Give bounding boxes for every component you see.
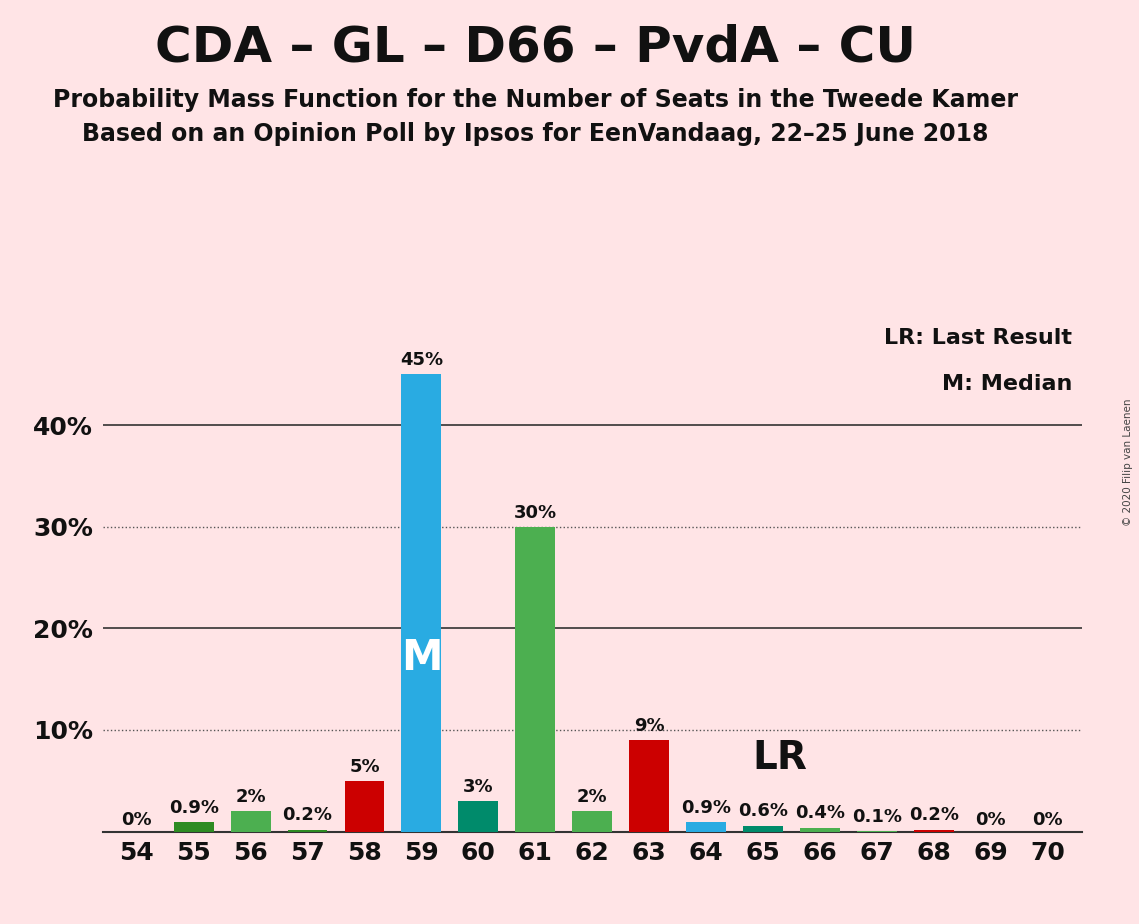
Text: Based on an Opinion Poll by Ipsos for EenVandaag, 22–25 June 2018: Based on an Opinion Poll by Ipsos for Ee… <box>82 122 989 146</box>
Bar <box>287 830 327 832</box>
Bar <box>857 831 896 832</box>
Bar <box>913 830 953 832</box>
Text: 0%: 0% <box>1033 810 1063 829</box>
Text: 0.2%: 0.2% <box>909 807 959 824</box>
Bar <box>800 828 839 832</box>
Text: 0%: 0% <box>976 810 1006 829</box>
Text: 3%: 3% <box>464 778 493 796</box>
Text: 45%: 45% <box>400 351 443 369</box>
Bar <box>572 811 612 832</box>
Text: © 2020 Filip van Laenen: © 2020 Filip van Laenen <box>1123 398 1133 526</box>
Text: 0.6%: 0.6% <box>738 802 788 821</box>
Text: 5%: 5% <box>350 758 379 775</box>
Bar <box>173 822 213 832</box>
Bar <box>686 822 726 832</box>
Text: LR: Last Result: LR: Last Result <box>884 328 1072 348</box>
Bar <box>515 527 555 832</box>
Text: 0%: 0% <box>122 810 151 829</box>
Text: LR: LR <box>753 739 808 777</box>
Text: Probability Mass Function for the Number of Seats in the Tweede Kamer: Probability Mass Function for the Number… <box>52 88 1018 112</box>
Text: 0.4%: 0.4% <box>795 805 845 822</box>
Text: 0.1%: 0.1% <box>852 808 902 825</box>
Text: 0.9%: 0.9% <box>169 799 219 818</box>
Text: CDA – GL – D66 – PvdA – CU: CDA – GL – D66 – PvdA – CU <box>155 23 916 71</box>
Bar <box>629 740 669 832</box>
Bar <box>344 781 384 832</box>
Bar <box>401 374 441 832</box>
Text: 0.9%: 0.9% <box>681 799 731 818</box>
Bar <box>230 811 270 832</box>
Text: 2%: 2% <box>577 788 607 806</box>
Bar <box>458 801 499 832</box>
Text: M: M <box>401 637 442 679</box>
Text: 30%: 30% <box>514 504 557 521</box>
Text: 2%: 2% <box>236 788 265 806</box>
Text: M: Median: M: Median <box>942 374 1072 395</box>
Text: 0.2%: 0.2% <box>282 807 333 824</box>
Bar <box>743 825 782 832</box>
Text: 9%: 9% <box>634 717 664 736</box>
